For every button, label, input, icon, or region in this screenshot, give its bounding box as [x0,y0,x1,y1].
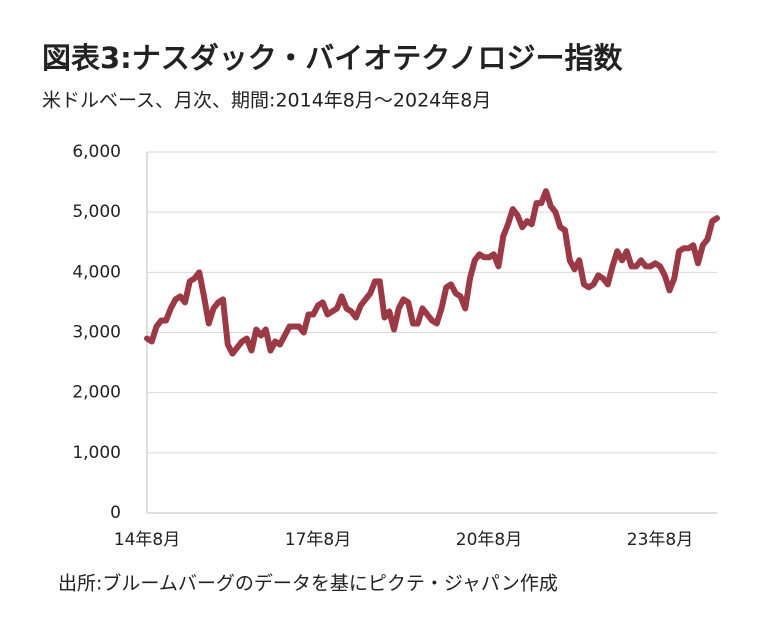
x-tick-label: 23年8月 [627,530,693,550]
y-tick-label: 6,000 [72,142,121,162]
x-tick-label: 17年8月 [285,530,351,550]
data-line [144,188,720,357]
y-tick-label: 5,000 [72,202,121,222]
x-tick-label: 14年8月 [114,530,180,550]
source-note: 出所:ブルームバーグのデータを基にピクテ・ジャパン作成 [58,572,558,595]
chart-subtitle: 米ドルベース、月次、期間:2014年8月～2024年8月 [42,90,491,112]
x-tick-label: 20年8月 [456,530,522,550]
y-tick-label: 1,000 [72,443,121,463]
chart-title: 図表3:ナスダック・バイオテクノロジー指数 [42,41,623,75]
y-tick-label: 4,000 [72,262,121,282]
y-tick-label: 0 [110,503,121,523]
y-tick-label: 2,000 [72,383,121,403]
y-tick-label: 3,000 [72,323,121,343]
